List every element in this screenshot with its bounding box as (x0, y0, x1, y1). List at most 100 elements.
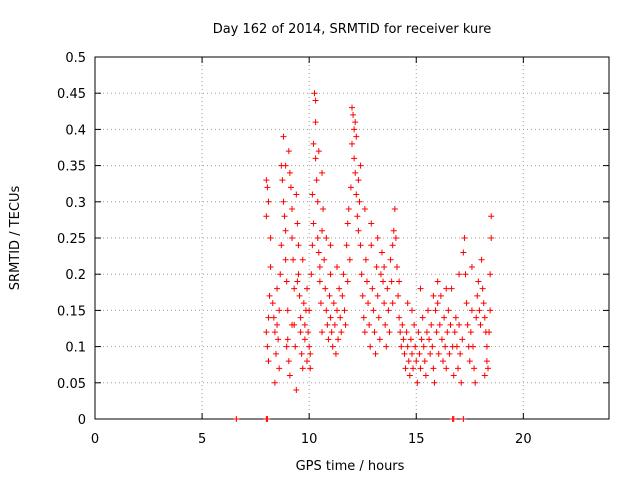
data-point (332, 350, 339, 357)
y-tick-label: 0.1 (65, 341, 86, 356)
data-point (299, 365, 306, 372)
data-point (381, 263, 388, 270)
data-point (477, 321, 484, 328)
chart-title: Day 162 of 2014, SRMTID for receiver kur… (213, 22, 492, 37)
data-point (278, 242, 285, 249)
data-point (313, 177, 320, 184)
data-point (294, 220, 301, 227)
data-point (375, 314, 382, 321)
data-point (417, 285, 424, 292)
data-point (420, 343, 427, 350)
data-point (460, 416, 467, 422)
data-point (450, 416, 457, 422)
data-point (357, 162, 364, 169)
data-point (371, 329, 378, 336)
y-tick-label: 0.15 (57, 304, 86, 319)
data-point (473, 314, 480, 321)
data-point (368, 242, 375, 249)
data-point (307, 350, 314, 357)
data-point (337, 314, 344, 321)
data-point (361, 206, 368, 213)
data-point (369, 285, 376, 292)
data-point (400, 336, 407, 343)
data-point (272, 350, 279, 357)
x-tick-label: 10 (301, 432, 318, 447)
data-point (275, 336, 282, 343)
data-point (383, 343, 390, 350)
data-point (423, 329, 430, 336)
data-point (263, 329, 270, 336)
data-point (367, 343, 374, 350)
data-point (283, 343, 290, 350)
data-point (395, 292, 402, 299)
data-point (295, 242, 302, 249)
data-point (285, 148, 292, 155)
data-point (293, 191, 300, 198)
data-point (327, 242, 334, 249)
data-point (297, 314, 304, 321)
data-point (487, 271, 494, 278)
data-point (282, 162, 289, 169)
data-point (315, 249, 322, 256)
data-point (293, 387, 300, 394)
data-point (354, 213, 361, 220)
data-point (359, 292, 366, 299)
x-tick-label: 5 (198, 432, 206, 447)
data-point (360, 314, 367, 321)
data-point (480, 300, 487, 307)
data-point (418, 336, 425, 343)
data-point (353, 191, 360, 198)
data-point (325, 336, 332, 343)
data-point (285, 358, 292, 365)
y-tick-label: 0.25 (57, 232, 86, 247)
data-point (300, 300, 307, 307)
data-point (345, 206, 352, 213)
data-point (386, 329, 393, 336)
data-point (290, 256, 297, 263)
data-point (358, 271, 365, 278)
data-point (405, 358, 412, 365)
data-point (312, 155, 319, 162)
data-point (365, 300, 372, 307)
data-point (264, 343, 271, 350)
data-point (304, 285, 311, 292)
data-point (414, 379, 421, 386)
data-point (342, 321, 349, 328)
data-point (264, 184, 271, 191)
data-point (274, 285, 281, 292)
y-tick-label: 0.5 (65, 51, 86, 66)
data-point (308, 271, 315, 278)
data-point (488, 235, 495, 241)
data-point (377, 271, 384, 278)
data-point (284, 336, 291, 343)
axis-ticks: 0 0.05 0.1 0.15 0.2 0.25 0.3 0.35 0.4 0.45 0.5 0 5 10… (57, 51, 609, 447)
data-point (470, 343, 477, 350)
data-point (335, 336, 342, 343)
data-point (336, 285, 343, 292)
data-point (330, 300, 337, 307)
data-point (357, 242, 364, 249)
y-tick-label: 0.45 (57, 87, 86, 102)
data-point (316, 278, 323, 285)
data-point (483, 358, 490, 365)
data-point (306, 343, 313, 350)
data-point (412, 343, 419, 350)
data-point (343, 242, 350, 249)
data-point (398, 343, 405, 350)
data-point (408, 307, 415, 314)
data-point (456, 321, 463, 328)
data-point (310, 140, 317, 147)
data-point (404, 343, 411, 350)
data-point (399, 321, 406, 328)
data-point (478, 256, 485, 263)
data-point (373, 263, 380, 270)
y-tick-label: 0.35 (57, 160, 86, 175)
y-tick-label: 0 (78, 413, 86, 428)
data-point (432, 307, 439, 314)
data-point (295, 271, 302, 278)
data-point (392, 235, 399, 241)
data-point (413, 358, 420, 365)
data-point (434, 300, 441, 307)
data-point (488, 213, 495, 220)
